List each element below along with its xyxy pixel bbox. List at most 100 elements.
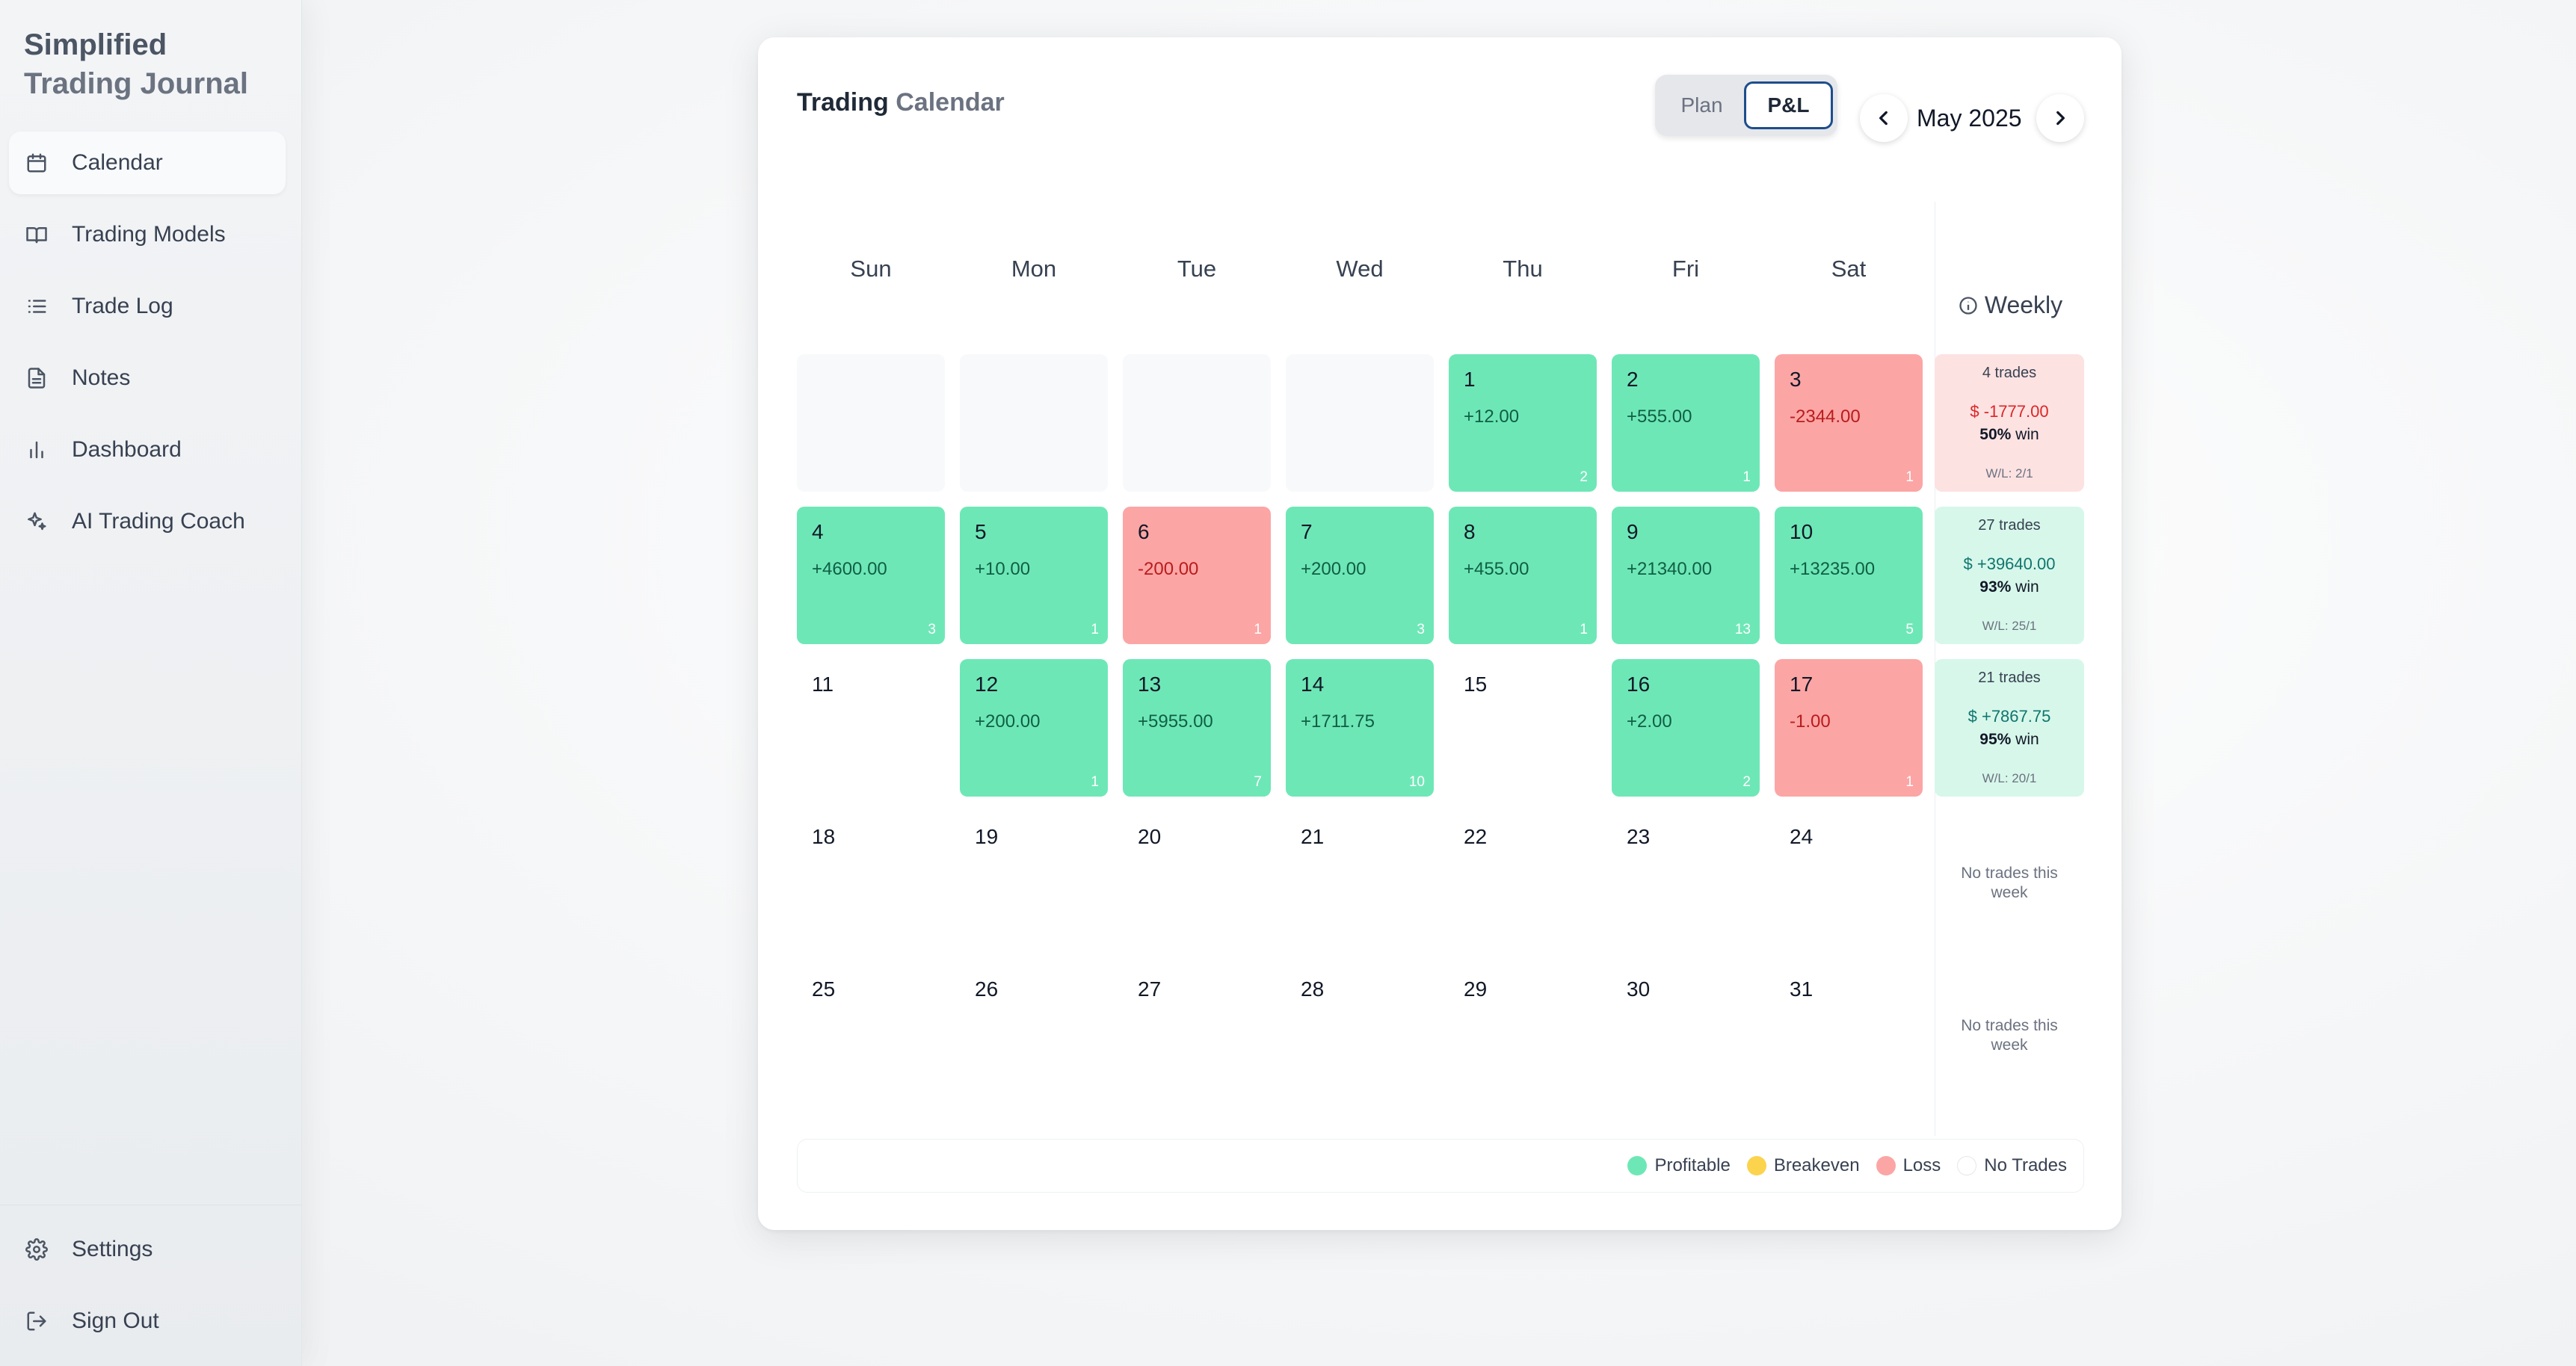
day-pnl: +455.00 [1464, 559, 1529, 579]
day-number: 1 [1464, 368, 1476, 391]
calendar-day-9[interactable]: 9 +21340.00 13 [1612, 507, 1760, 644]
next-month-button[interactable] [2036, 94, 2084, 142]
day-number: 18 [812, 825, 836, 848]
calendar-day-11[interactable]: 11 [797, 659, 945, 797]
sidebar: Simplified Trading Journal Calendar Tradi… [0, 0, 302, 1366]
calendar-day-4[interactable]: 4 +4600.00 3 [797, 507, 945, 644]
no-trades-message: No trades this week [1961, 865, 2058, 901]
day-number: 9 [1627, 520, 1639, 543]
calendar-day-23[interactable]: 23 [1612, 812, 1760, 949]
day-pnl: -2344.00 [1790, 407, 1861, 427]
day-pnl: +4600.00 [812, 559, 887, 579]
day-pnl: +200.00 [1301, 559, 1366, 579]
win-word: win [2015, 731, 2039, 748]
day-pnl: +5955.00 [1138, 711, 1213, 732]
sidebar-item-settings[interactable]: Settings [9, 1218, 286, 1281]
sidebar-item-calendar[interactable]: Calendar [9, 132, 286, 194]
calendar-icon [24, 150, 49, 176]
day-trade-count: 2 [1580, 469, 1588, 485]
weekly-win-rate: 93% win [1935, 578, 2084, 596]
calendar-day-27[interactable]: 27 [1123, 964, 1271, 1101]
weekly-trade-count: 27 trades [1978, 517, 2041, 534]
calendar-day-1[interactable]: 1 +12.00 2 [1449, 354, 1597, 492]
calendar-day-25[interactable]: 25 [797, 964, 945, 1101]
trading-calendar-card: Trading Calendar Plan P&L May 2025 Weekl… [758, 37, 2121, 1230]
calendar-day-18[interactable]: 18 [797, 812, 945, 949]
toggle-plan[interactable]: Plan [1680, 93, 1723, 117]
day-number: 16 [1627, 673, 1651, 696]
calendar-day-6[interactable]: 6 -200.00 1 [1123, 507, 1271, 644]
sidebar-item-ai-trading-coach[interactable]: AI Trading Coach [9, 490, 286, 553]
brand-line-1: Simplified [24, 28, 167, 61]
calendar-day-30[interactable]: 30 [1612, 964, 1760, 1101]
day-number: 22 [1464, 825, 1488, 848]
day-number: 19 [975, 825, 999, 848]
day-pnl: -1.00 [1790, 711, 1831, 732]
calendar-day-22[interactable]: 22 [1449, 812, 1597, 949]
day-of-week-sat: Sat [1831, 256, 1867, 282]
day-trade-count: 1 [1254, 622, 1262, 637]
weekly-header: Weekly [1936, 291, 2084, 319]
day-pnl: +1711.75 [1301, 711, 1375, 732]
sidebar-item-label: Trading Models [72, 222, 226, 247]
day-number: 4 [812, 520, 824, 543]
calendar-blank-cell [960, 354, 1108, 492]
legend-label: No Trades [1984, 1155, 2067, 1175]
win-word: win [2015, 578, 2039, 596]
sidebar-item-label: Sign Out [72, 1308, 159, 1333]
sidebar-item-label: Notes [72, 365, 131, 390]
day-number: 30 [1627, 977, 1651, 1001]
legend-label: Loss [1902, 1155, 1941, 1175]
weekly-summary-week-1: 4 trades $ -1777.00 50% win W/L: 2/1 [1935, 354, 2084, 492]
sidebar-item-dashboard[interactable]: Dashboard [9, 418, 286, 481]
bar-chart-icon [24, 437, 49, 463]
calendar-day-31[interactable]: 31 [1775, 964, 1923, 1101]
sparkles-icon [24, 509, 49, 534]
legend-item-breakeven: Breakeven [1746, 1155, 1860, 1176]
calendar-day-15[interactable]: 15 [1449, 659, 1597, 797]
win-word: win [2015, 426, 2039, 443]
day-trade-count: 3 [1417, 622, 1425, 637]
calendar-day-26[interactable]: 26 [960, 964, 1108, 1101]
calendar-day-28[interactable]: 28 [1286, 964, 1434, 1101]
sidebar-item-notes[interactable]: Notes [9, 347, 286, 410]
day-pnl: +2.00 [1627, 711, 1672, 732]
day-pnl: +12.00 [1464, 407, 1520, 427]
day-number: 26 [975, 977, 999, 1001]
calendar-day-24[interactable]: 24 [1775, 812, 1923, 949]
calendar-day-20[interactable]: 20 [1123, 812, 1271, 949]
sidebar-item-sign-out[interactable]: Sign Out [9, 1290, 286, 1353]
calendar-day-14[interactable]: 14 +1711.75 10 [1286, 659, 1434, 797]
day-trade-count: 3 [928, 622, 936, 637]
calendar-day-5[interactable]: 5 +10.00 1 [960, 507, 1108, 644]
calendar-day-29[interactable]: 29 [1449, 964, 1597, 1101]
weekly-summary-week-4: No trades this week [1935, 812, 2084, 949]
current-month: May 2025 [1917, 105, 2022, 132]
calendar-day-21[interactable]: 21 [1286, 812, 1434, 949]
calendar-day-13[interactable]: 13 +5955.00 7 [1123, 659, 1271, 797]
calendar-day-19[interactable]: 19 [960, 812, 1108, 949]
toggle-pnl[interactable]: P&L [1744, 81, 1833, 129]
prev-month-button[interactable] [1860, 94, 1908, 142]
plan-pnl-toggle: Plan P&L [1655, 75, 1837, 136]
calendar-day-2[interactable]: 2 +555.00 1 [1612, 354, 1760, 492]
day-pnl: +10.00 [975, 559, 1031, 579]
calendar-day-7[interactable]: 7 +200.00 3 [1286, 507, 1434, 644]
sidebar-nav: Calendar Trading Models Trade Log Notes Dash… [9, 132, 286, 562]
calendar-day-12[interactable]: 12 +200.00 1 [960, 659, 1108, 797]
calendar-day-16[interactable]: 16 +2.00 2 [1612, 659, 1760, 797]
day-number: 23 [1627, 825, 1651, 848]
day-trade-count: 5 [1905, 622, 1914, 637]
sidebar-item-trade-log[interactable]: Trade Log [9, 275, 286, 338]
calendar-day-3[interactable]: 3 -2344.00 1 [1775, 354, 1923, 492]
day-number: 5 [975, 520, 987, 543]
calendar-day-17[interactable]: 17 -1.00 1 [1775, 659, 1923, 797]
legend-dot [1627, 1156, 1648, 1175]
calendar-day-8[interactable]: 8 +455.00 1 [1449, 507, 1597, 644]
logout-icon [24, 1308, 49, 1334]
sidebar-item-trading-models[interactable]: Trading Models [9, 203, 286, 266]
sidebar-item-label: Calendar [72, 150, 163, 175]
day-trade-count: 1 [1091, 622, 1099, 637]
calendar-day-10[interactable]: 10 +13235.00 5 [1775, 507, 1923, 644]
day-trade-count: 1 [1905, 469, 1914, 485]
